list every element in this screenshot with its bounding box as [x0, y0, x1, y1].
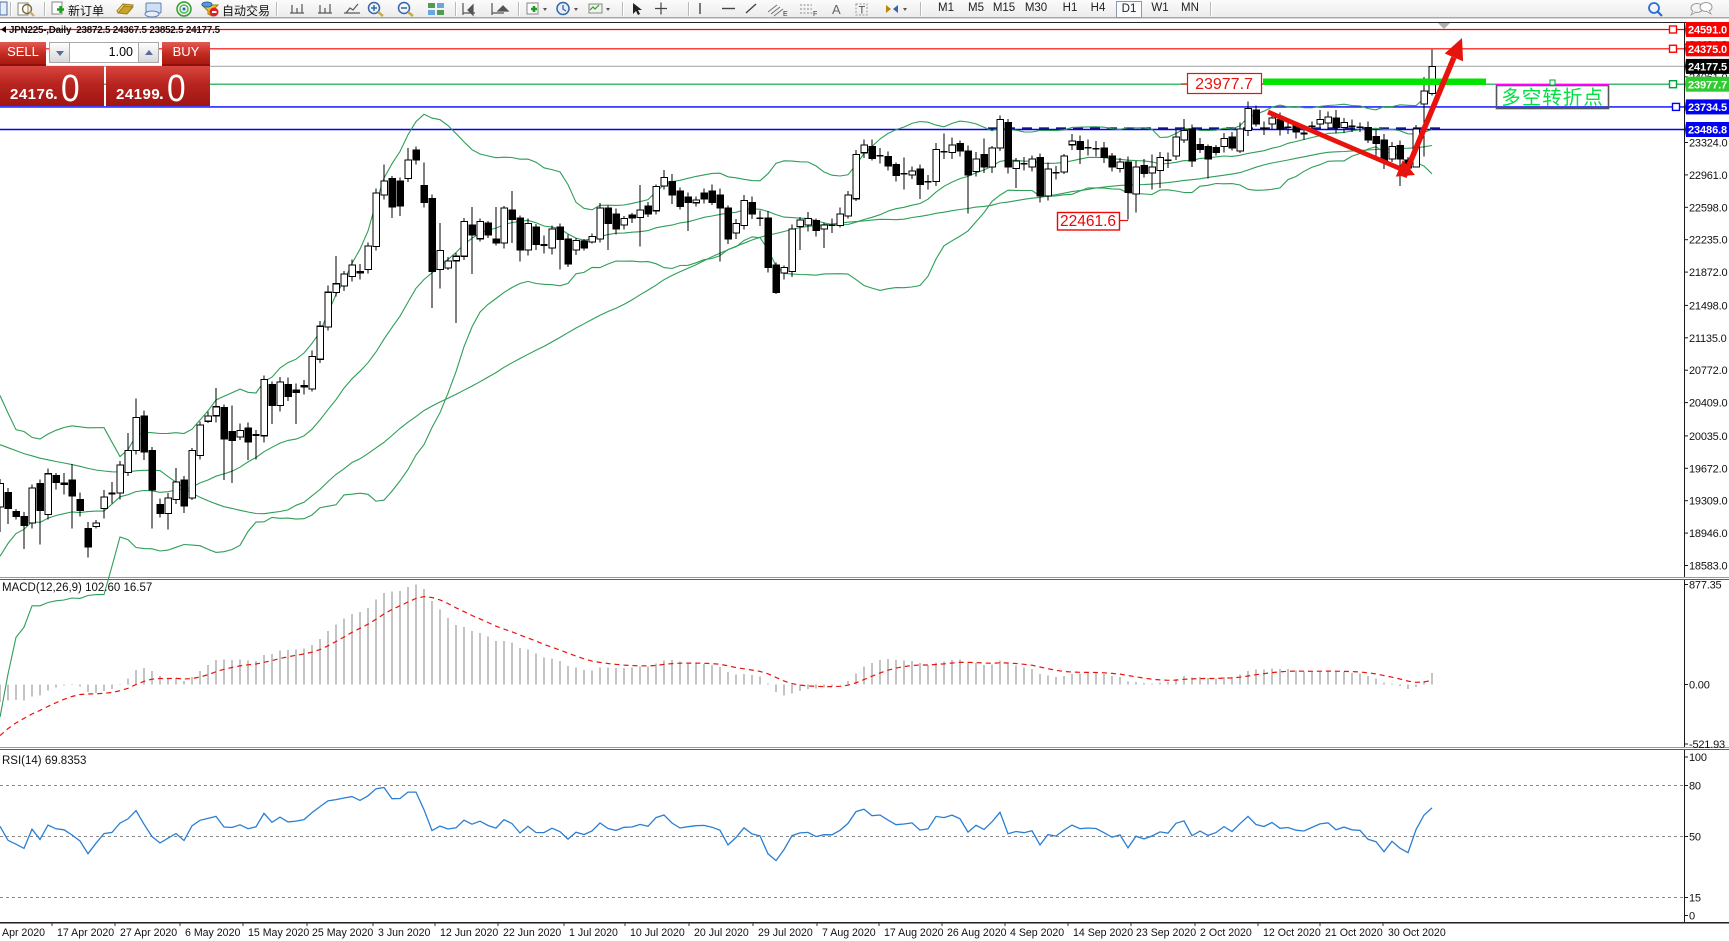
svg-text:22598.0: 22598.0: [1689, 202, 1727, 214]
svg-text:29 Jul 2020: 29 Jul 2020: [758, 927, 813, 939]
svg-text:24177.5: 24177.5: [1688, 62, 1727, 74]
svg-text:23486.8: 23486.8: [1688, 125, 1727, 137]
svg-text:7 Aug 2020: 7 Aug 2020: [822, 927, 876, 939]
svg-text:22461.6: 22461.6: [1060, 213, 1116, 230]
svg-text:20409.0: 20409.0: [1689, 398, 1727, 410]
svg-text:21872.0: 21872.0: [1689, 267, 1727, 279]
svg-text:15: 15: [1689, 893, 1701, 905]
svg-text:15 May 2020: 15 May 2020: [248, 927, 309, 939]
svg-text:80: 80: [1689, 781, 1701, 793]
svg-text:22961.0: 22961.0: [1689, 170, 1727, 182]
svg-text:A: A: [832, 2, 841, 17]
svg-text:多空转折点: 多空转折点: [1501, 87, 1604, 109]
svg-text:21135.0: 21135.0: [1689, 333, 1727, 345]
svg-text:25 May 2020: 25 May 2020: [312, 927, 373, 939]
svg-text:21498.0: 21498.0: [1689, 300, 1727, 312]
svg-text:JPN225-,Daily 23872.5 24367.5: JPN225-,Daily 23872.5 24367.5 23852.5 24…: [9, 25, 221, 36]
svg-text:0.00: 0.00: [1689, 680, 1710, 692]
svg-text:23 Sep 2020: 23 Sep 2020: [1136, 927, 1196, 939]
svg-text:24375.0: 24375.0: [1688, 44, 1727, 56]
svg-text:22235.0: 22235.0: [1689, 235, 1727, 247]
svg-text:100: 100: [1689, 752, 1707, 764]
svg-text:23324.0: 23324.0: [1689, 138, 1727, 150]
svg-text:18583.0: 18583.0: [1689, 561, 1727, 573]
svg-text:27 Apr 2020: 27 Apr 2020: [120, 927, 177, 939]
svg-text:E: E: [783, 11, 788, 18]
svg-text:14 Sep 2020: 14 Sep 2020: [1073, 927, 1133, 939]
svg-text:24591.0: 24591.0: [1688, 25, 1727, 37]
svg-text:RSI(14) 69.8353: RSI(14) 69.8353: [2, 755, 86, 767]
svg-text:23734.5: 23734.5: [1688, 102, 1727, 114]
svg-text:20 Jul 2020: 20 Jul 2020: [694, 927, 749, 939]
svg-text:26 Aug 2020: 26 Aug 2020: [947, 927, 1007, 939]
svg-text:19309.0: 19309.0: [1689, 496, 1727, 508]
svg-text:30 Oct 2020: 30 Oct 2020: [1388, 927, 1446, 939]
svg-text:-521.93: -521.93: [1689, 739, 1725, 751]
svg-text:22 Jun 2020: 22 Jun 2020: [503, 927, 561, 939]
svg-text:12 Jun 2020: 12 Jun 2020: [440, 927, 498, 939]
svg-text:MACD(12,26,9) 102.60 16.57: MACD(12,26,9) 102.60 16.57: [2, 582, 152, 594]
svg-text:2 Oct 2020: 2 Oct 2020: [1200, 927, 1252, 939]
svg-text:1 Jul 2020: 1 Jul 2020: [569, 927, 618, 939]
svg-text:17 Apr 2020: 17 Apr 2020: [57, 927, 114, 939]
svg-text:4 Sep 2020: 4 Sep 2020: [1010, 927, 1064, 939]
svg-text:6 May 2020: 6 May 2020: [185, 927, 240, 939]
svg-text:21 Oct 2020: 21 Oct 2020: [1325, 927, 1383, 939]
svg-text:F: F: [813, 11, 817, 18]
svg-text:20035.0: 20035.0: [1689, 431, 1727, 443]
svg-text:20772.0: 20772.0: [1689, 365, 1727, 377]
svg-text:Apr 2020: Apr 2020: [2, 927, 45, 939]
svg-text:877.35: 877.35: [1689, 580, 1722, 592]
svg-text:10 Jul 2020: 10 Jul 2020: [630, 927, 685, 939]
svg-text:12 Oct 2020: 12 Oct 2020: [1263, 927, 1321, 939]
svg-text:50: 50: [1689, 832, 1701, 844]
svg-text:0: 0: [1689, 911, 1695, 923]
svg-text:23977.7: 23977.7: [1195, 76, 1253, 93]
svg-text:18946.0: 18946.0: [1689, 528, 1727, 540]
svg-text:17 Aug 2020: 17 Aug 2020: [884, 927, 944, 939]
svg-text:3 Jun 2020: 3 Jun 2020: [378, 927, 431, 939]
svg-text:23977.7: 23977.7: [1688, 79, 1727, 91]
svg-text:19672.0: 19672.0: [1689, 463, 1727, 475]
svg-text:T: T: [859, 5, 866, 17]
